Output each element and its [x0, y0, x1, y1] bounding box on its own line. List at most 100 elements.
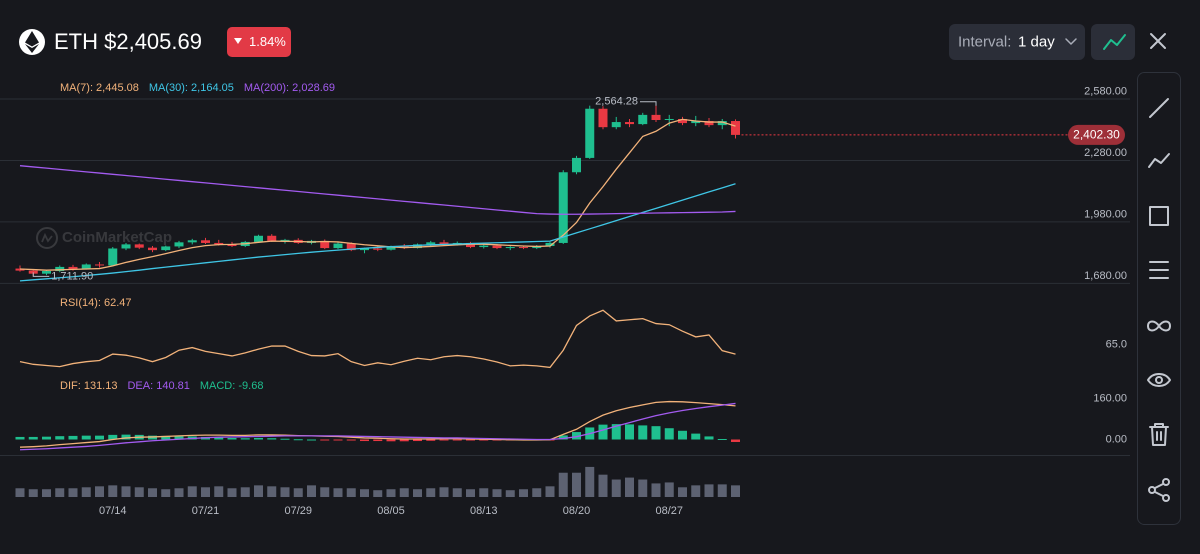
volume-bar	[426, 488, 436, 497]
legend-entry: DIF: 131.13	[60, 380, 117, 392]
volume-bar	[625, 477, 634, 497]
macd-bar	[651, 426, 661, 440]
volume-bar	[55, 488, 65, 497]
series-line	[19, 402, 736, 451]
candle-body	[108, 248, 118, 266]
volume-bar	[505, 490, 515, 497]
candle-body	[134, 244, 144, 248]
watermark-logo	[36, 227, 58, 249]
candle-body	[638, 114, 648, 125]
volume-bar	[15, 488, 25, 497]
volume-bar	[611, 479, 621, 497]
series-line	[19, 309, 736, 369]
volume-bar	[532, 488, 542, 497]
high-label: 2,564.28	[595, 96, 638, 108]
macd-bar	[240, 438, 250, 440]
candle-body	[572, 157, 581, 173]
volume-bar	[360, 489, 369, 497]
macd-bar	[704, 436, 714, 440]
macd-bar	[558, 435, 568, 440]
volume-bar	[214, 486, 224, 497]
volume-bar	[399, 488, 409, 497]
volume-bar	[28, 489, 38, 497]
volume-bar	[731, 485, 740, 497]
volume-bar	[42, 489, 51, 497]
candle-body	[625, 122, 634, 125]
legend-entry: MACD: -9.68	[200, 380, 264, 392]
macd-bar	[717, 438, 727, 440]
candle-body	[333, 243, 343, 249]
volume-bar	[651, 483, 661, 497]
candle-body	[505, 247, 515, 249]
macd-bar	[479, 439, 489, 441]
candle-body	[346, 243, 356, 251]
volume-bar	[174, 488, 184, 497]
low-label: 1,711.90	[51, 270, 93, 282]
volume-bar	[691, 485, 701, 497]
candle-body	[439, 242, 449, 244]
close-button[interactable]	[1150, 33, 1166, 49]
x-tick-label: 08/13	[470, 505, 498, 517]
volume-bar	[678, 487, 687, 497]
volume-bar	[227, 488, 237, 497]
x-tick-label: 07/14	[99, 505, 127, 517]
volume-bar	[439, 487, 449, 497]
macd-bar	[598, 424, 608, 440]
volume-bar	[386, 489, 396, 497]
legend-entry: DEA: 140.81	[127, 380, 189, 392]
tool-rect[interactable]	[1149, 206, 1169, 226]
tool-line[interactable]	[1149, 98, 1169, 118]
macd-bar	[108, 434, 118, 440]
volume-bar	[638, 479, 648, 497]
macd-bar	[731, 439, 740, 442]
y-tick-label: 160.00	[1093, 392, 1127, 404]
chart-type-button[interactable]	[1091, 24, 1135, 60]
tool-eye[interactable]	[1147, 373, 1171, 387]
candle-body	[55, 266, 65, 272]
volume-bar	[68, 488, 78, 497]
candle-body	[479, 245, 489, 248]
y-tick-label: 2,280.00	[1084, 147, 1127, 159]
x-tick-label: 07/29	[284, 505, 312, 517]
legend-entry: MA(7): 2,445.08	[60, 82, 139, 94]
macd-bar	[664, 428, 674, 440]
volume-bar	[466, 489, 475, 497]
macd-bar	[386, 439, 396, 442]
volume-bar	[307, 485, 316, 497]
candle-body	[678, 118, 687, 124]
candle-body	[214, 242, 224, 245]
volume-bar	[333, 488, 343, 497]
volume-bar	[161, 489, 171, 497]
legend-entry: MA(200): 2,028.69	[244, 82, 335, 94]
macd-bar	[439, 439, 449, 441]
candle-body	[704, 121, 714, 126]
volume-bar	[519, 489, 528, 497]
interval-button[interactable]: Interval: 1 day	[949, 24, 1085, 60]
macd-bar	[413, 439, 422, 442]
candle-body	[42, 271, 51, 274]
candle-body	[585, 108, 595, 158]
series-line	[19, 400, 736, 448]
volume-bar	[293, 488, 303, 497]
macd-bar	[373, 439, 383, 442]
tool-delete[interactable]	[1149, 423, 1169, 446]
high-pointer	[640, 101, 657, 106]
symbol-price: ETH $2,405.69	[54, 29, 202, 54]
macd-bar	[227, 437, 237, 440]
tool-lines[interactable]	[1149, 261, 1169, 279]
volume-bar	[121, 486, 131, 497]
candle-body	[651, 114, 661, 121]
macd-bar	[174, 436, 184, 440]
tool-infinity[interactable]	[1147, 320, 1171, 332]
volume-bar	[201, 487, 210, 497]
candle-body	[174, 242, 184, 247]
macd-bar	[214, 437, 224, 440]
tool-polyline[interactable]	[1148, 153, 1170, 168]
macd-bar	[28, 436, 38, 440]
y-tick-label: 1,980.00	[1084, 208, 1127, 220]
macd-bar	[267, 438, 277, 440]
volume-bar	[572, 472, 581, 497]
tool-share[interactable]	[1148, 478, 1170, 502]
